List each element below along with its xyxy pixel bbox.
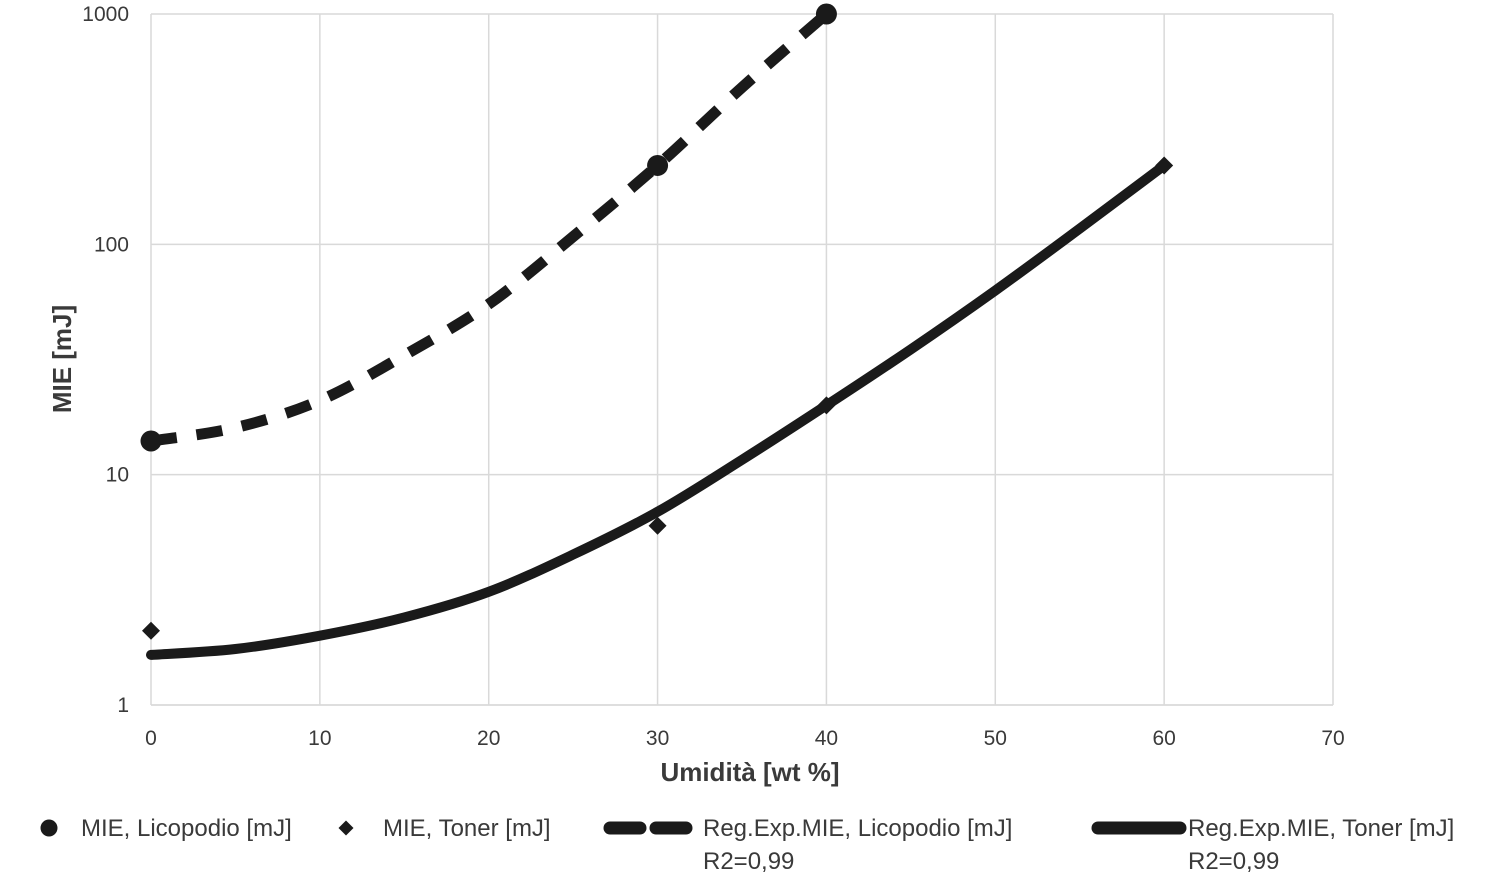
legend-label: MIE, Licopodio [mJ] — [81, 815, 292, 842]
legend-circle-marker — [40, 819, 58, 837]
x-tick-label: 60 — [1152, 727, 1175, 750]
legend-label-r2: R2=0,99 — [1188, 848, 1279, 875]
x-tick-label: 30 — [646, 727, 669, 750]
licopodio-data-point — [140, 430, 162, 452]
licopodio-data-point — [815, 3, 837, 25]
legend-label: Reg.Exp.MIE, Toner [mJ] — [1188, 815, 1454, 842]
legend-label: Reg.Exp.MIE, Licopodio [mJ] — [703, 815, 1012, 842]
legend-label: MIE, Toner [mJ] — [383, 815, 551, 842]
licopodio-data-point — [647, 154, 669, 176]
plot-series — [140, 3, 1174, 660]
x-tick-label: 70 — [1321, 727, 1344, 750]
toner-data-point — [817, 396, 836, 415]
legend-label-r2: R2=0,99 — [703, 848, 794, 875]
toner-data-point — [648, 516, 667, 535]
x-tick-label: 50 — [984, 727, 1007, 750]
toner-data-point — [142, 621, 160, 640]
y-tick-label: 10 — [106, 464, 129, 487]
y-axis-title: MIE [mJ] — [47, 305, 77, 413]
toner-data-point — [1155, 156, 1174, 175]
legend-diamond-marker — [338, 820, 354, 836]
x-tick-label: 10 — [308, 727, 331, 750]
y-tick-label: 1 — [117, 694, 129, 717]
toner-regression-line — [146, 160, 1170, 660]
x-tick-label: 0 — [145, 727, 157, 750]
x-tick-label: 20 — [477, 727, 500, 750]
y-tick-label: 1000 — [82, 3, 129, 26]
licopodio-regression-line — [150, 9, 831, 447]
tick-labels: 0 10 20 30 40 50 60 70 1 10 100 1000 — [82, 3, 1344, 750]
x-tick-label: 40 — [815, 727, 838, 750]
y-tick-label: 100 — [94, 233, 129, 256]
legend: MIE, Licopodio [mJ] MIE, Toner [mJ] Reg.Ex… — [40, 815, 1454, 875]
grid — [150, 13, 1334, 706]
x-axis-title: Umidità [wt %] — [660, 757, 839, 787]
